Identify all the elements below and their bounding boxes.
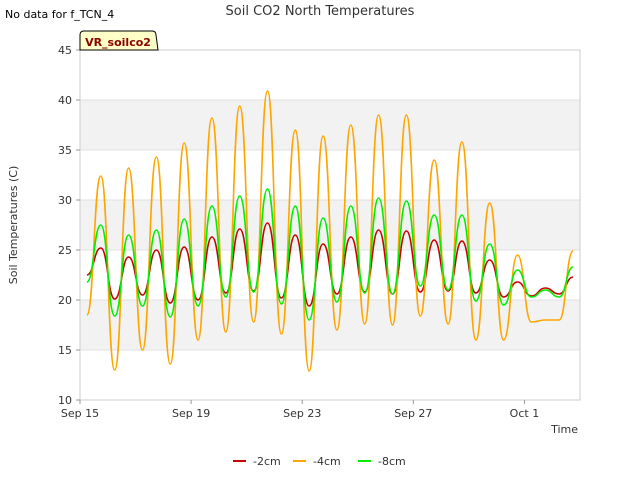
series-line-8cm [86, 188, 574, 321]
y-tick-label: 20 [58, 294, 72, 307]
y-tick-label: 45 [58, 44, 72, 57]
site-badge-box [79, 30, 159, 51]
x-tick-label: Sep 19 [172, 407, 210, 420]
y-tick-label: 15 [58, 344, 72, 357]
y-tick-label: 25 [58, 244, 72, 257]
chart-title: Soil CO2 North Temperatures [226, 4, 415, 19]
legend-label: -4cm [313, 455, 341, 468]
no-data-note: No data for f_TCN_4 [5, 8, 114, 21]
x-tick-label: Sep 23 [283, 407, 321, 420]
site-badge: VR_soilco2 [79, 30, 159, 51]
grid-band [80, 100, 580, 150]
grid-band [80, 300, 580, 350]
legend-label: -2cm [253, 455, 281, 468]
y-tick-label: 10 [58, 394, 72, 407]
legend-label: -8cm [378, 455, 406, 468]
x-tick-label: Sep 27 [394, 407, 432, 420]
x-tick-label: Oct 1 [510, 407, 540, 420]
y-tick-label: 35 [58, 144, 72, 157]
x-tick-label: Sep 15 [61, 407, 99, 420]
y-tick-label: 40 [58, 94, 72, 107]
series-line-4cm [86, 90, 574, 372]
y-axis-label: Soil Temperatures (C) [7, 166, 20, 285]
series-line-2cm [86, 222, 574, 307]
plot-border [79, 49, 581, 401]
legend: -2cm -4cm -8cm [233, 455, 406, 468]
y-tick-label: 30 [58, 194, 72, 207]
x-axis-label: Time [550, 423, 578, 436]
site-badge-label: VR_soilco2 [85, 36, 151, 49]
x-axis: Sep 15 Sep 19 Sep 23 Sep 27 Oct 1 [61, 400, 539, 420]
y-axis: 10 15 20 25 30 35 40 45 [58, 44, 80, 407]
series-lines [86, 90, 574, 372]
